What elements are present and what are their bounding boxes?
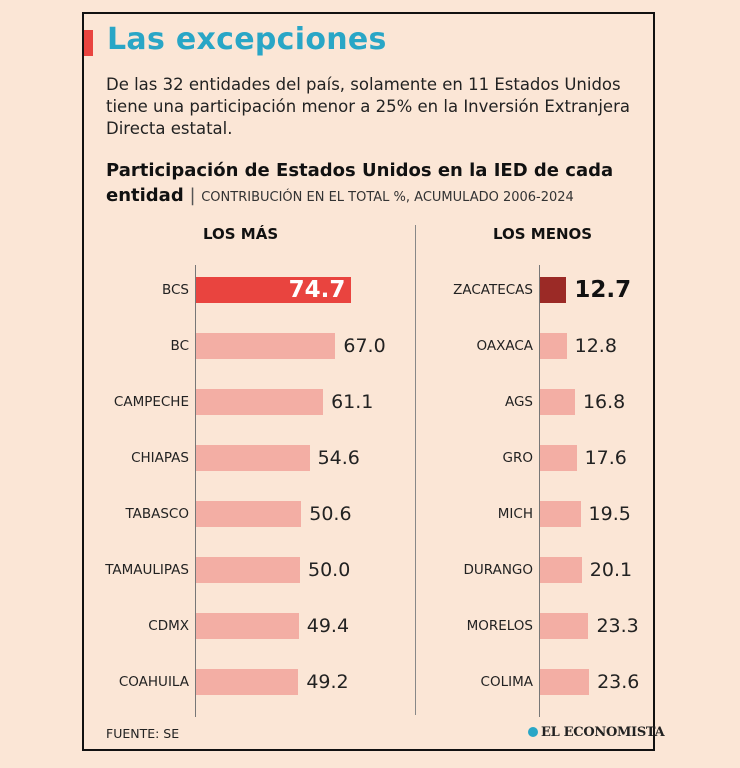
category-label-mas: BCS <box>161 282 189 298</box>
category-label-mas: TABASCO <box>125 506 189 522</box>
subtitle-unit: CONTRIBUCIÓN EN EL TOTAL %, ACUMULADO 20… <box>201 190 574 205</box>
infographic-frame <box>82 12 655 751</box>
value-label-menos: 19.5 <box>588 503 631 525</box>
bar-menos <box>540 557 582 583</box>
left-column-title: LOS MÁS <box>203 225 279 243</box>
publisher-logo: EL ECONOMISTA <box>528 725 665 740</box>
bar-menos <box>540 613 589 639</box>
value-label-menos: 20.1 <box>589 559 633 581</box>
value-label-mas: 50.6 <box>309 503 352 525</box>
page-title: Las excepciones <box>107 22 387 57</box>
bar-menos <box>540 501 581 527</box>
bar-mas <box>196 501 302 527</box>
value-label-mas: 61.1 <box>331 391 374 413</box>
bar-mas <box>196 389 324 415</box>
value-label-mas: 67.0 <box>343 335 386 357</box>
bar-mas <box>196 557 300 583</box>
bar-mas <box>196 333 336 359</box>
bar-mas <box>196 613 299 639</box>
value-label-menos: 12.8 <box>574 335 617 357</box>
subtitle-main: Participación de Estados Unidos en la IE… <box>106 160 614 206</box>
category-label-mas: TAMAULIPAS <box>105 562 189 578</box>
source-note: FUENTE: SE <box>106 726 180 741</box>
category-label-menos: AGS <box>504 394 533 410</box>
bar-menos <box>540 669 590 695</box>
category-label-menos: MORELOS <box>466 618 533 634</box>
bar-menos <box>540 333 567 359</box>
category-label-mas: CDMX <box>148 618 189 634</box>
subtitle-separator: | <box>183 185 202 206</box>
bar-menos <box>540 445 577 471</box>
category-label-menos: GRO <box>502 450 533 466</box>
axis-line-menos <box>539 265 540 717</box>
category-label-mas: CAMPECHE <box>113 394 189 410</box>
category-label-menos: COLIMA <box>480 674 533 690</box>
title-accent-bar <box>84 30 93 56</box>
logo-text: EL ECONOMISTA <box>541 725 665 740</box>
value-label-mas: 74.7 <box>288 277 346 303</box>
bar-mas <box>196 669 299 695</box>
category-label-menos: DURANGO <box>463 562 533 578</box>
right-column-title: LOS MENOS <box>493 225 593 243</box>
value-label-menos: 23.3 <box>596 615 639 637</box>
value-label-mas: 50.0 <box>308 559 351 581</box>
value-label-mas: 49.2 <box>306 671 349 693</box>
category-label-mas: CHIAPAS <box>131 450 189 466</box>
column-divider <box>415 225 416 715</box>
category-label-menos: OAXACA <box>476 338 533 354</box>
bar-menos <box>540 277 567 303</box>
axis-line-mas <box>195 265 196 717</box>
category-label-menos: MICH <box>497 506 533 522</box>
value-label-menos: 17.6 <box>584 447 627 469</box>
bar-mas <box>196 277 352 303</box>
category-label-mas: BC <box>170 338 189 354</box>
category-label-menos: ZACATECAS <box>453 282 533 298</box>
value-label-menos: 12.7 <box>574 277 632 303</box>
category-label-mas: COAHUILA <box>118 674 189 690</box>
intro-text: De las 32 entidades del país, solamente … <box>106 75 630 138</box>
value-label-menos: 23.6 <box>597 671 640 693</box>
value-label-mas: 54.6 <box>317 447 360 469</box>
bar-mas <box>196 445 310 471</box>
bar-menos <box>540 389 575 415</box>
chart-subtitle: Participación de Estados Unidos en la IE… <box>106 158 651 210</box>
logo-circle-icon <box>528 727 538 737</box>
value-label-menos: 16.8 <box>582 391 626 413</box>
value-label-mas: 49.4 <box>306 615 350 637</box>
